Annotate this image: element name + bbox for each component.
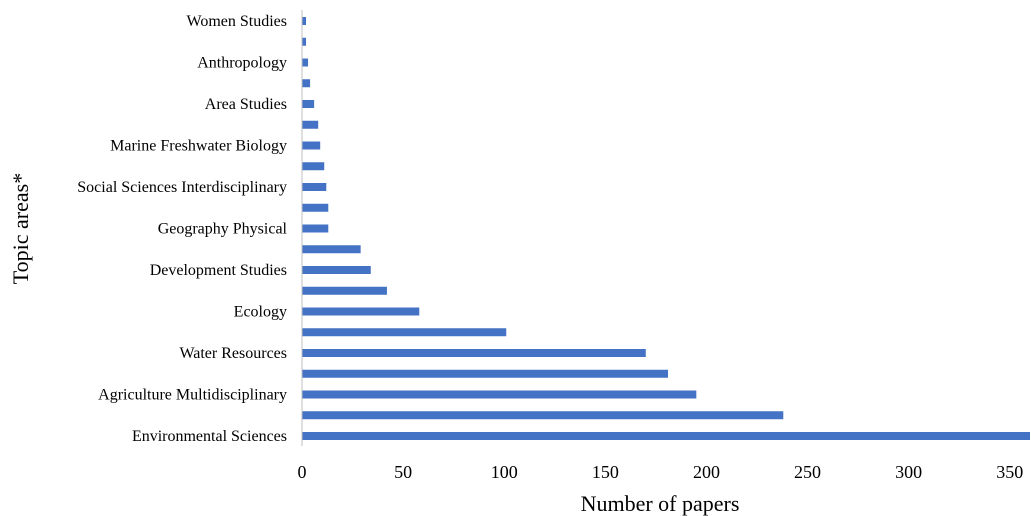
x-tick-label: 150: [592, 462, 619, 482]
bar: [302, 17, 307, 25]
y-tick-label: Agriculture Multidisciplinary: [98, 387, 287, 404]
y-tick-label: Environmental Sciences: [132, 428, 287, 445]
y-tick-label: Women Studies: [187, 13, 287, 30]
bar: [302, 411, 784, 420]
bar: [302, 266, 371, 274]
bar: [302, 286, 387, 295]
x-tick-label: 200: [693, 462, 720, 482]
y-tick-label: Development Studies: [150, 262, 287, 279]
bar: [302, 307, 420, 316]
x-tick-label: 100: [491, 462, 518, 482]
bar: [302, 100, 315, 108]
x-axis-title: Number of papers: [581, 491, 740, 516]
y-tick-label: Area Studies: [205, 96, 287, 113]
x-tick-label: 350: [996, 462, 1023, 482]
bar: [302, 79, 311, 88]
y-tick-label: Ecology: [234, 304, 287, 321]
y-tick-labels: Environmental Sciences Agriculture Multid…: [77, 13, 287, 445]
bar: [302, 120, 319, 129]
bar: [302, 224, 329, 233]
bar: [302, 432, 1030, 440]
y-tick-label: Marine Freshwater Biology: [110, 138, 287, 155]
bar: [302, 349, 646, 357]
bar: [302, 390, 697, 399]
x-tick-label: 0: [298, 462, 307, 482]
y-tick-label: Geography Physical: [158, 221, 288, 238]
bar: [302, 162, 325, 171]
bar: [302, 369, 669, 378]
bar: [302, 328, 507, 337]
bar: [302, 141, 321, 150]
y-tick-label: Anthropology: [197, 55, 287, 72]
bar: [302, 203, 329, 212]
bar: [302, 245, 361, 254]
y-tick-label: Water Resources: [179, 345, 287, 362]
x-tick-label: 300: [895, 462, 922, 482]
x-tick-label: 250: [794, 462, 821, 482]
y-axis-title: Topic areas*: [8, 173, 33, 284]
bars-group: [302, 17, 1030, 440]
x-tick-labels: 0 50 100 150 200 250 300 350: [298, 462, 1024, 482]
y-tick-label: Social Sciences Interdisciplinary: [77, 179, 287, 196]
bar: [302, 37, 307, 46]
bar: [302, 183, 327, 191]
x-tick-label: 50: [394, 462, 412, 482]
bar: [302, 58, 309, 67]
